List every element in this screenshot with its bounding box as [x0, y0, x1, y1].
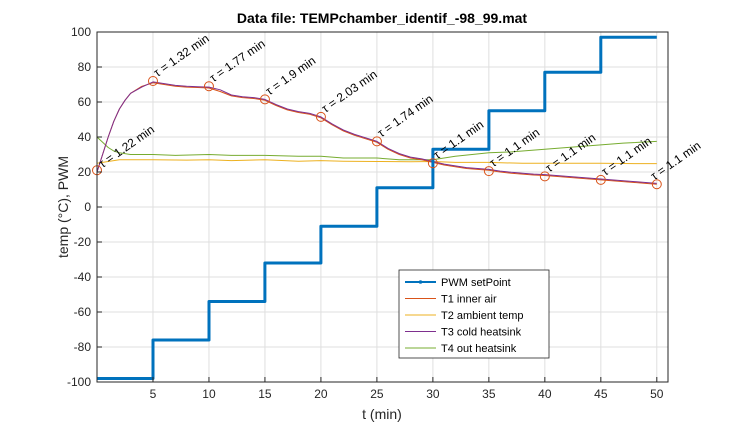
legend-label: PWM setPoint — [441, 277, 511, 289]
x-tick-label: 25 — [370, 387, 384, 401]
tau-marker — [147, 76, 158, 86]
tick-labels: 5 10 15 20 25 30 35 40 45 50 -100 -80 -60 -40 -20 0 20 40… — [67, 25, 664, 401]
tau-marker — [651, 179, 662, 190]
y-tick-label: -40 — [74, 270, 92, 284]
tau-marker — [371, 136, 382, 147]
marker-layer — [92, 76, 662, 190]
tau-marker — [483, 166, 494, 177]
x-tick-label: 20 — [314, 387, 328, 401]
y-tick-label: -100 — [67, 375, 91, 389]
x-tick-label: 50 — [650, 387, 664, 401]
x-axis-title: t (min) — [362, 406, 402, 422]
y-tick-label: 60 — [78, 95, 92, 109]
legend-marker — [418, 280, 423, 284]
y-axis-title: temp (°C), PWM — [55, 156, 71, 258]
chart-title: Data file: TEMPchamber_identif_-98_99.ma… — [237, 10, 528, 26]
tau-marker — [427, 158, 438, 169]
series-line-t2-ambient-temp — [96, 159, 657, 165]
tau-marker — [259, 94, 270, 105]
legend-label: T4 out heatsink — [441, 343, 517, 355]
legend-label: T3 cold heatsink — [441, 327, 522, 339]
series-line-t1-inner-air — [96, 82, 657, 185]
series-line-t3-cold-heatsink — [96, 81, 657, 184]
x-tick-label: 10 — [202, 387, 216, 401]
y-tick-label: -20 — [74, 235, 92, 249]
y-tick-label: 20 — [78, 165, 92, 179]
y-tick-label: -80 — [74, 340, 92, 354]
y-tick-label: 80 — [78, 60, 92, 74]
legend: PWM setPoint T1 inner air T2 ambient temp T… — [398, 269, 550, 359]
x-tick-label: 30 — [426, 387, 440, 401]
x-tick-label: 15 — [258, 387, 272, 401]
legend-label: T2 ambient temp — [441, 310, 524, 322]
y-tick-label: -60 — [74, 305, 92, 319]
y-tick-label: 100 — [71, 25, 91, 39]
series-layer — [96, 35, 657, 380]
tau-marker — [539, 171, 550, 182]
tau-marker — [315, 111, 326, 122]
x-tick-label: 40 — [538, 387, 552, 401]
tau-marker — [203, 81, 214, 92]
x-tick-label: 5 — [150, 387, 157, 401]
tau-marker — [595, 174, 606, 185]
series-line-t4-out-heatsink — [96, 136, 657, 161]
x-tick-label: 35 — [482, 387, 496, 401]
y-tick-label: 40 — [78, 130, 92, 144]
legend-label: T1 inner air — [441, 294, 497, 306]
x-tick-label: 45 — [594, 387, 608, 401]
legend-box — [398, 269, 550, 359]
series-line-pwm-setpoint — [97, 35, 657, 380]
y-tick-label: 0 — [84, 200, 91, 214]
